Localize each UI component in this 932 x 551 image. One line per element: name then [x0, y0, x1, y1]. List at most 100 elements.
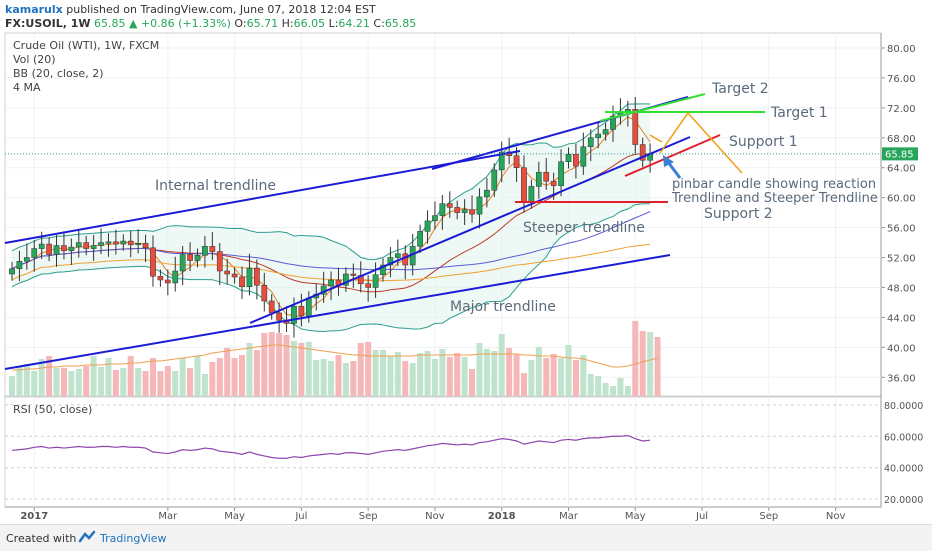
volume-bar — [46, 356, 53, 396]
volume-bar — [9, 376, 15, 396]
price-tick-label: 48.00 — [887, 283, 916, 294]
volume-bar — [409, 363, 416, 396]
volume-bar — [639, 331, 646, 396]
legend-title: Crude Oil (WTI), 1W, FXCM — [13, 39, 159, 52]
volume-bar — [624, 386, 631, 396]
major-trendline-label[interactable]: Major trendline — [450, 299, 556, 315]
tradingview-brand[interactable]: TradingView — [100, 532, 167, 545]
time-tick-label: Jul — [294, 511, 307, 522]
target-2-label[interactable]: Target 2 — [711, 81, 769, 97]
projection-arrow-small — [649, 134, 663, 143]
volume-bar — [632, 321, 639, 396]
candle-body — [484, 189, 490, 198]
volume-bar — [53, 368, 60, 396]
legend-ma: 4 MA — [13, 81, 41, 94]
pinbar-arrow-line[interactable] — [666, 161, 682, 179]
candle-body — [424, 220, 431, 232]
candle-body — [68, 246, 75, 252]
steeper-trendline-label[interactable]: Steeper trendline — [523, 220, 645, 236]
volume-ma-line — [12, 344, 658, 371]
footer: Created with TradingView — [0, 524, 932, 551]
target-1-label[interactable]: Target 1 — [770, 105, 828, 121]
volume-bar — [90, 356, 97, 396]
projection-path[interactable] — [659, 111, 743, 174]
candle-body — [179, 254, 186, 272]
tradingview-logo-icon[interactable] — [78, 529, 98, 545]
pinbar-label-line1[interactable]: pinbar candle showing reaction — [672, 177, 876, 192]
volume-bar — [617, 378, 624, 396]
volume-bar — [179, 358, 186, 396]
time-tick-label: Mar — [559, 511, 579, 522]
volume-bar — [246, 343, 253, 396]
volume-bar — [335, 355, 342, 396]
volume-bar — [431, 359, 438, 396]
open-label: O: — [234, 17, 247, 30]
candle-body — [446, 203, 453, 208]
volume-bar — [135, 368, 142, 396]
volume-bar — [305, 342, 312, 396]
candle-body — [224, 270, 231, 275]
candle-body — [417, 231, 423, 247]
time-tick-label: May — [625, 511, 646, 522]
internal-trendline[interactable] — [4, 150, 521, 244]
high-value: 66.05 — [293, 17, 326, 30]
candle-body — [135, 243, 141, 246]
ma-mid-line — [11, 211, 651, 271]
pinbar-label-line2[interactable]: Trendline and Steeper Trendline — [671, 191, 878, 206]
candle-body — [172, 270, 179, 284]
candle-body — [150, 247, 156, 277]
candle-body — [394, 253, 401, 258]
volume-bar — [513, 354, 520, 396]
low-label: L: — [328, 17, 339, 30]
rsi-line — [11, 434, 651, 459]
volume-bar — [276, 333, 283, 396]
symbol-label: FX:USOIL, 1W — [5, 17, 91, 30]
volume-bar — [298, 343, 305, 396]
created-with-text: Created with — [6, 532, 77, 545]
volume-bar — [157, 371, 164, 396]
support-1-label[interactable]: Support 1 — [729, 134, 798, 150]
support-2-label[interactable]: Support 2 — [704, 206, 773, 222]
volume-bar — [610, 386, 617, 396]
candle-body — [328, 279, 334, 287]
price-tick-label: 56.00 — [887, 224, 916, 235]
target-2-line[interactable] — [599, 93, 706, 122]
volume-bar — [283, 335, 290, 396]
candle-body — [127, 240, 134, 246]
candle-body — [491, 169, 498, 191]
volume-bar — [216, 358, 223, 396]
candle-body — [469, 209, 475, 215]
candle-body — [120, 240, 127, 245]
support-1-line[interactable] — [624, 134, 721, 177]
volume-bar — [98, 367, 105, 396]
volume-bar — [224, 348, 231, 396]
candle-body — [142, 243, 149, 249]
volume-bar — [439, 349, 446, 396]
volume-bar — [380, 350, 386, 396]
candle-body — [535, 171, 542, 187]
volume-bar — [483, 349, 490, 396]
last-price-badge-text: 65.85 — [885, 149, 914, 160]
time-tick-label: Sep — [359, 511, 378, 522]
volume-bar — [372, 350, 379, 396]
volume-bar — [172, 371, 179, 396]
candle-body — [305, 297, 312, 317]
major-trendline[interactable] — [4, 254, 671, 370]
internal-trendline-label[interactable]: Internal trendline — [155, 178, 276, 194]
volume-bar — [595, 376, 602, 396]
price-chart[interactable]: Internal trendline Steeper trendline Maj… — [0, 0, 932, 524]
drawings[interactable] — [4, 93, 765, 370]
candle-body — [587, 137, 594, 148]
candle-body — [610, 115, 616, 130]
candle-body — [558, 161, 564, 186]
author-name[interactable]: kamarulx — [5, 3, 63, 16]
steeper-trendline[interactable] — [249, 136, 691, 324]
rsi-tick-label: 80.0000 — [884, 401, 923, 412]
candle-body — [565, 153, 572, 162]
price-tick-label: 68.00 — [887, 134, 916, 145]
volume-bar — [580, 355, 587, 396]
volume-bar — [31, 371, 38, 396]
volume-bar — [417, 353, 424, 396]
volume-bar — [528, 360, 535, 396]
price-tick-label: 44.00 — [887, 313, 916, 324]
